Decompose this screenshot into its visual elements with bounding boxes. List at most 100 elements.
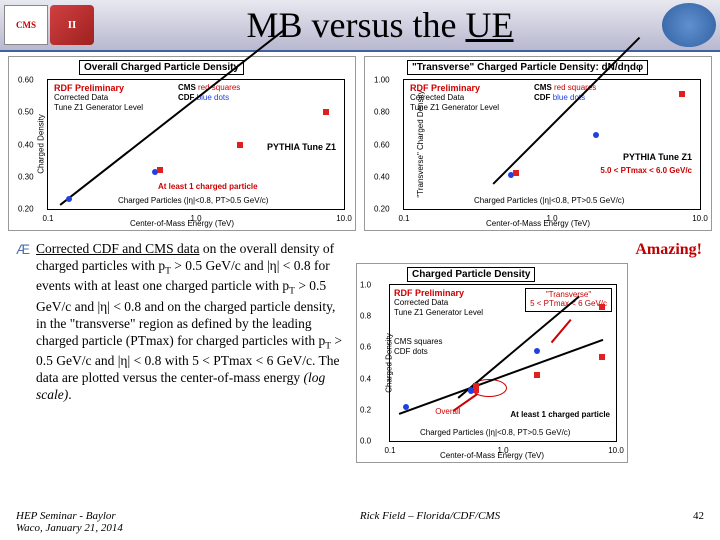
ytick: 1.0 [360,281,371,290]
upper-charts-row: Overall Charged Particle Density Charged… [0,52,720,235]
footer-l1: HEP Seminar - Baylor [16,510,216,522]
fit-line [59,29,284,205]
ytick: 0.4 [360,374,371,383]
chart1-rdf: RDF Preliminary [54,83,143,93]
ytick: 0.60 [18,76,34,85]
cdf-logo: II [50,5,94,45]
data-point [323,109,329,115]
footer-left: HEP Seminar - Baylor Waco, January 21, 2… [16,510,216,534]
data-point [599,304,605,310]
ytick: 0.8 [360,312,371,321]
chart1-ylabel: Charged Density [36,114,45,174]
xtick: 1.0 [497,446,508,455]
chart3-legend-mid: CMS squares CDF dots [394,337,442,356]
xtick: 10.0 [336,214,352,223]
footer: HEP Seminar - Baylor Waco, January 21, 2… [0,510,720,534]
ytick: 0.30 [18,172,34,181]
chart1-xlabel: Center-of-Mass Energy (TeV) [130,219,234,228]
chart1-cond2: Charged Particles (|η|<0.8, PT>0.5 GeV/c… [118,196,268,205]
data-point [157,167,163,173]
footer-l2: Waco, January 21, 2014 [16,522,216,534]
chart3-xlabel: Center-of-Mass Energy (TeV) [440,451,544,460]
chart1-cond1: At least 1 charged particle [158,182,258,191]
logos-left: CMS II [4,3,98,47]
chart2-leg-r2: CDF blue dots [534,93,596,103]
ytick: 0.80 [374,108,390,117]
chart1-leg-l2: Tune Z1 Generator Level [54,103,143,113]
title-underline: UE [466,5,514,45]
xtick: 0.1 [384,446,395,455]
chart2-rdf: RDF Preliminary [410,83,499,93]
chart2-pythia: PYTHIA Tune Z1 [623,152,692,162]
title-pre: MB versus the [247,5,466,45]
overall-arrow [453,393,478,411]
data-point [66,196,72,202]
globe-logo [662,3,716,47]
chart-combined-density: Charged Particle Density Charged Density… [356,263,628,463]
lower-row: Æ Corrected CDF and CMS data on the over… [0,235,720,463]
data-point [534,372,540,378]
chart2-cond2: Charged Particles (|η|<0.8, PT>0.5 GeV/c… [474,196,624,205]
ytick: 0.50 [18,108,34,117]
body-underlined: Corrected CDF and CMS data [36,241,199,256]
transverse-arrow [551,320,571,344]
ytick: 0.60 [374,140,390,149]
data-point [513,170,519,176]
xtick: 1.0 [546,214,557,223]
chart2-leg-l2: Tune Z1 Generator Level [410,103,499,113]
xtick: 10.0 [608,446,624,455]
ytick: 0.20 [374,205,390,214]
body-italic: (log scale) [36,370,325,402]
chart1-plot: RDF Preliminary Corrected Data Tune Z1 G… [47,79,345,210]
chart3-mid1: CMS squares [394,337,442,347]
cms-logo: CMS [4,5,48,45]
chart3-cond1: At least 1 charged particle [510,410,610,419]
chart3-leg-l1: Corrected Data [394,298,483,308]
chart1-title: Overall Charged Particle Density [79,60,244,75]
footer-center: Rick Field – Florida/CDF/CMS [216,510,644,534]
data-point [473,383,479,389]
chart2-legend-right: CMS red squares CDF blue dots [534,83,596,102]
chart3-cond2: Charged Particles (|η|<0.8, PT>0.5 GeV/c… [420,428,570,437]
chart2-xlabel: Center-of-Mass Energy (TeV) [486,219,590,228]
bullet-icon: Æ [16,241,30,404]
xtick: 1.0 [190,214,201,223]
ytick: 0.20 [18,205,34,214]
ytick: 0.40 [374,172,390,181]
ytick: 0.40 [18,140,34,149]
bullet-item: Æ Corrected CDF and CMS data on the over… [16,241,346,404]
body-text: Æ Corrected CDF and CMS data on the over… [16,241,346,463]
ytick: 0.2 [360,405,371,414]
ytick: 0.0 [360,437,371,446]
chart1-leg-l1: Corrected Data [54,93,143,103]
ytick: 0.6 [360,343,371,352]
chart2-legend-left: RDF Preliminary Corrected Data Tune Z1 G… [410,83,499,112]
xtick: 0.1 [42,214,53,223]
chart3-rdf: RDF Preliminary [394,288,483,298]
ytick: 1.00 [374,76,390,85]
chart3-wrap: Amazing! Charged Particle Density Charge… [356,241,704,463]
chart3-title: Charged Particle Density [407,267,535,282]
chart1-leg-r2: CDF blue dots [178,93,240,103]
chart2-plot: RDF Preliminary Corrected Data Tune Z1 G… [403,79,701,210]
data-point [599,354,605,360]
chart1-pythia: PYTHIA Tune Z1 [267,142,336,152]
chart1-legend-left: RDF Preliminary Corrected Data Tune Z1 G… [54,83,143,112]
amazing-label: Amazing! [635,241,702,259]
data-point [403,404,409,410]
xtick: 10.0 [692,214,708,223]
chart-overall-density: Overall Charged Particle Density Charged… [8,56,356,231]
data-point [593,132,599,138]
xtick: 0.1 [398,214,409,223]
data-point [237,142,243,148]
header-bar: CMS II MB versus the UE [0,0,720,52]
chart3-leg-l2: Tune Z1 Generator Level [394,308,483,318]
chart2-leg-l1: Corrected Data [410,93,499,103]
chart3-legend-left: RDF Preliminary Corrected Data Tune Z1 G… [394,288,483,317]
chart3-mid2: CDF dots [394,347,442,357]
bullet-body: Corrected CDF and CMS data on the overal… [36,241,346,404]
data-point [534,348,540,354]
chart-transverse-density: "Transverse" Charged Particle Density: d… [364,56,712,231]
chart3-plot: RDF Preliminary Corrected Data Tune Z1 G… [389,284,617,442]
footer-page-number: 42 [644,510,704,534]
